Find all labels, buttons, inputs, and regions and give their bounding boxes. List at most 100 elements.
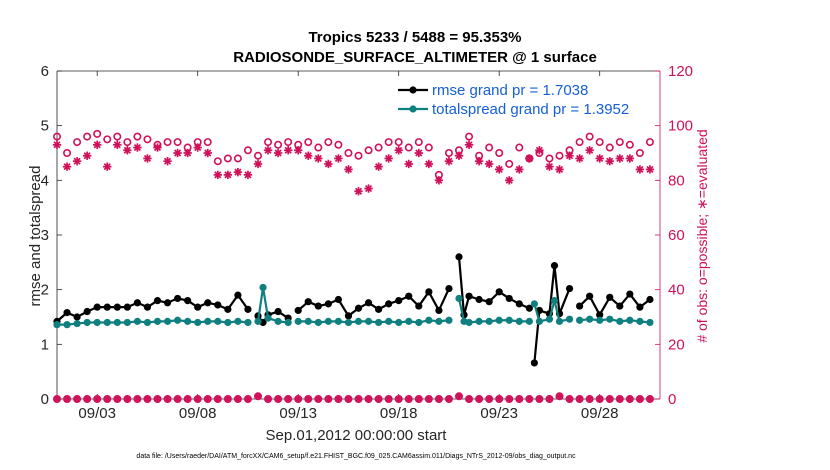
obs-evaluated-point [596, 395, 604, 403]
spread-point [626, 316, 634, 324]
spread-point [636, 317, 644, 325]
obs-evaluated-point [545, 395, 554, 403]
obs-evaluated-point [385, 395, 393, 403]
obs-evaluated-point [62, 162, 72, 171]
rmse-point [385, 300, 393, 308]
rmse-point [103, 303, 111, 311]
spread-point [596, 316, 604, 324]
spread-point [405, 317, 413, 325]
rmse-point [214, 301, 222, 309]
rmse-point [364, 299, 373, 307]
obs-possible-point [223, 154, 232, 163]
obs-evaluated-point [63, 395, 71, 403]
obs-evaluated-point [535, 146, 544, 155]
spread-point [153, 317, 162, 325]
obs-possible-point [284, 138, 293, 147]
obs-possible-point [364, 146, 373, 155]
plot-frame [56, 70, 661, 400]
obs-evaluated-point [565, 151, 574, 160]
obs-possible-point [173, 138, 182, 147]
y-tick-label-right: 80 [668, 172, 685, 189]
spread-point [334, 317, 342, 325]
rmse-point [495, 288, 503, 296]
spread-point [530, 300, 538, 308]
rmse-point [485, 298, 493, 306]
obs-evaluated-point [204, 395, 212, 403]
obs-evaluated-point [153, 395, 162, 403]
obs-evaluated-point [374, 162, 383, 171]
x-tick-label: 09/23 [480, 405, 518, 422]
obs-evaluated-point [133, 143, 142, 152]
obs-possible-point [605, 143, 614, 152]
obs-possible-point [213, 157, 222, 166]
obs-evaluated-point [616, 395, 624, 403]
obs-evaluated-point [264, 395, 272, 403]
obs-evaluated-point [545, 162, 554, 171]
obs-possible-point [465, 132, 474, 141]
obs-evaluated-point [636, 395, 644, 403]
spread-point [294, 317, 302, 325]
obs-evaluated-point [495, 395, 503, 403]
obs-evaluated-point [143, 154, 152, 163]
obs-evaluated-point [505, 395, 513, 403]
rmse-point [515, 300, 523, 308]
obs-evaluated-point [395, 395, 403, 403]
rmse-point [505, 294, 513, 303]
spread-point [646, 318, 654, 327]
obs-possible-point [93, 129, 102, 138]
rmse-point [525, 304, 533, 312]
spread-point [565, 315, 574, 323]
x-tick-label: 09/28 [581, 405, 619, 422]
obs-evaluated-point [244, 395, 252, 403]
obs-evaluated-point [485, 395, 493, 403]
obs-evaluated-point [475, 395, 483, 403]
obs-evaluated-point [73, 395, 81, 403]
spread-point [515, 317, 523, 325]
obs-evaluated-point [83, 395, 91, 403]
spread-point [259, 283, 267, 292]
y-tick-label-left: 1 [41, 336, 49, 353]
obs-possible-point [254, 151, 263, 160]
rmse-point [174, 294, 182, 303]
obs-evaluated-point [304, 395, 312, 403]
spread-point [606, 315, 614, 323]
obs-evaluated-point [606, 395, 614, 403]
spread-line-segment [298, 319, 450, 324]
data-file-footer: data file: /Users/raeder/DAI/ATM_forcXX/… [136, 453, 576, 460]
legend-rmse-label: rmse grand pr = 1.7038 [432, 82, 588, 99]
obs-evaluated-point [515, 165, 524, 174]
obs-evaluated-point [555, 392, 564, 400]
obs-evaluated-point [93, 140, 102, 149]
spread-point [445, 316, 453, 324]
rmse-point [224, 305, 232, 313]
obs-evaluated-point [163, 395, 172, 403]
obs-possible-point [143, 135, 152, 144]
obs-possible-point [344, 149, 353, 158]
obs-evaluated-point [414, 148, 423, 158]
obs-evaluated-point [344, 165, 353, 174]
obs-evaluated-point [505, 176, 514, 185]
obs-evaluated-point [233, 167, 243, 177]
obs-evaluated-point [103, 395, 111, 403]
rmse-point [415, 302, 423, 310]
spread-point [143, 318, 152, 327]
obs-evaluated-point [405, 395, 413, 403]
obs-evaluated-point [525, 395, 533, 403]
spread-point [375, 318, 383, 327]
obs-evaluated-point [484, 159, 494, 169]
obs-evaluated-point [163, 157, 172, 166]
rmse-point [636, 303, 644, 311]
rmse-point [143, 303, 152, 311]
rmse-point [334, 295, 342, 304]
y-axis-label-left: rmse and totalspread [27, 166, 44, 307]
rmse-point [395, 297, 403, 305]
spread-point [184, 317, 192, 325]
obs-evaluated-point [474, 157, 484, 166]
obs-evaluated-point [454, 151, 464, 160]
obs-evaluated-point [394, 146, 403, 155]
obs-possible-point [63, 149, 72, 158]
obs-evaluated-point [535, 395, 543, 403]
rmse-point [475, 295, 483, 304]
obs-evaluated-point [635, 165, 645, 174]
y-tick-label-left: 4 [41, 172, 49, 189]
